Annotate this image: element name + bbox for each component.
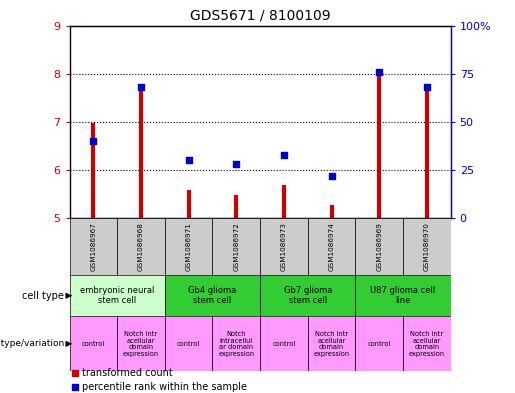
Text: Gb7 glioma
stem cell: Gb7 glioma stem cell [284,286,332,305]
Bar [165,275,260,316]
Bar [307,218,355,275]
Text: embryonic neural
stem cell: embryonic neural stem cell [80,286,154,305]
Text: control: control [82,341,105,347]
Text: control: control [368,341,391,347]
Text: GSM1086968: GSM1086968 [138,222,144,271]
Point [89,138,97,144]
Point [71,370,79,376]
Bar [213,316,260,371]
Bar [70,275,165,316]
Text: GSM1086970: GSM1086970 [424,222,430,271]
Text: U87 glioma cell
line: U87 glioma cell line [370,286,436,305]
Text: GSM1086969: GSM1086969 [376,222,382,271]
Text: percentile rank within the sample: percentile rank within the sample [82,382,247,392]
Bar [355,218,403,275]
Bar [260,218,308,275]
Bar [307,316,355,371]
Title: GDS5671 / 8100109: GDS5671 / 8100109 [190,9,331,23]
Text: GSM1086971: GSM1086971 [185,222,192,271]
Bar [117,218,165,275]
Text: GSM1086967: GSM1086967 [90,222,96,271]
Bar [260,275,355,316]
Text: transformed count: transformed count [82,368,173,378]
Text: Gb4 glioma
stem cell: Gb4 glioma stem cell [188,286,236,305]
Text: control: control [177,341,200,347]
Text: GSM1086972: GSM1086972 [233,222,239,271]
Text: Notch
intracellul
ar domain
expression: Notch intracellul ar domain expression [218,331,254,356]
Bar [70,218,117,275]
Bar [403,316,451,371]
Text: Notch intr
acellular
domain
expression: Notch intr acellular domain expression [123,331,159,356]
Point [375,69,383,75]
Point [232,161,241,167]
Point [137,84,145,90]
Point [328,173,336,179]
Bar [355,275,451,316]
Bar [165,218,212,275]
Point [280,151,288,158]
Point [71,384,79,390]
Text: Notch intr
acellular
domain
expression: Notch intr acellular domain expression [409,331,445,356]
Text: control: control [272,341,296,347]
Point [423,84,431,90]
Text: Notch intr
acellular
domain
expression: Notch intr acellular domain expression [314,331,350,356]
Bar [260,316,308,371]
Point [184,157,193,163]
Bar [403,218,451,275]
Bar [213,218,260,275]
Text: genotype/variation: genotype/variation [0,340,64,348]
Bar [117,316,165,371]
Text: cell type: cell type [23,291,64,301]
Text: GSM1086974: GSM1086974 [329,222,335,271]
Bar [165,316,212,371]
Bar [70,316,117,371]
Bar [355,316,403,371]
Text: GSM1086973: GSM1086973 [281,222,287,271]
